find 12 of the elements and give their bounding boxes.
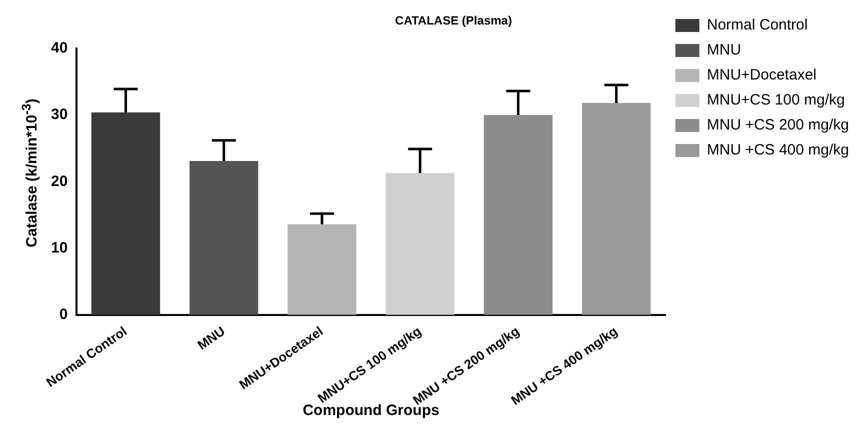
legend-label: MNU +CS 200 mg/kg	[706, 116, 850, 134]
legend-label: MNU+Docetaxel	[706, 66, 816, 84]
y-tick-label: 30	[50, 106, 68, 124]
y-tick-label: 0	[59, 306, 68, 324]
y-tick-label: 20	[50, 172, 68, 190]
legend-label: MNU +CS 400 mg/kg	[706, 142, 850, 159]
chart-title: CATALASE (Plasma)	[395, 14, 512, 28]
y-tick-label: 10	[50, 239, 68, 256]
legend-label: MNU+CS 100 mg/kg	[706, 92, 845, 109]
legend-label: Normal Control	[706, 16, 808, 34]
legend-label: MNU	[706, 42, 742, 59]
y-tick-label: 40	[50, 40, 68, 57]
